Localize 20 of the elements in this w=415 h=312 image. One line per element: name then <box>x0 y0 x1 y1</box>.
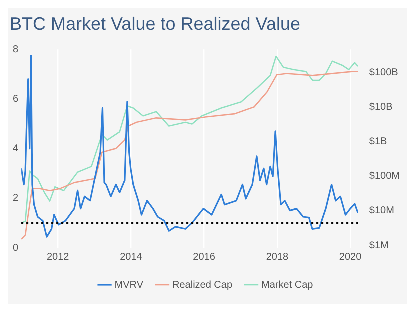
x-tick-label: 2014 <box>120 252 143 263</box>
y-tick-label: 8 <box>13 44 19 56</box>
x-tick-label: 2018 <box>266 252 290 263</box>
x-tick-label: 2012 <box>46 252 70 263</box>
y-tick-label: 2 <box>13 193 19 204</box>
y-tick-label: 4 <box>13 144 19 155</box>
chart-title: BTC Market Value to Realized Value <box>10 14 300 34</box>
legend-label: Realized Cap <box>172 280 233 291</box>
y2-tick-label: $100M <box>369 171 400 182</box>
y2-tick-label: $1M <box>369 240 389 252</box>
y2-tick-label: $100B <box>369 67 399 78</box>
y-tick-label: 0 <box>13 242 19 254</box>
y-tick-label: 6 <box>13 94 19 105</box>
x-tick-label: 2020 <box>339 252 362 263</box>
legend-label: MVRV <box>114 280 144 291</box>
x-tick-label: 2016 <box>193 252 216 263</box>
y2-tick-label: $10B <box>369 102 394 113</box>
legend-label: Market Cap <box>262 280 314 291</box>
y2-tick-label: $10M <box>369 206 394 217</box>
y2-tick-label: $1B <box>369 136 388 148</box>
